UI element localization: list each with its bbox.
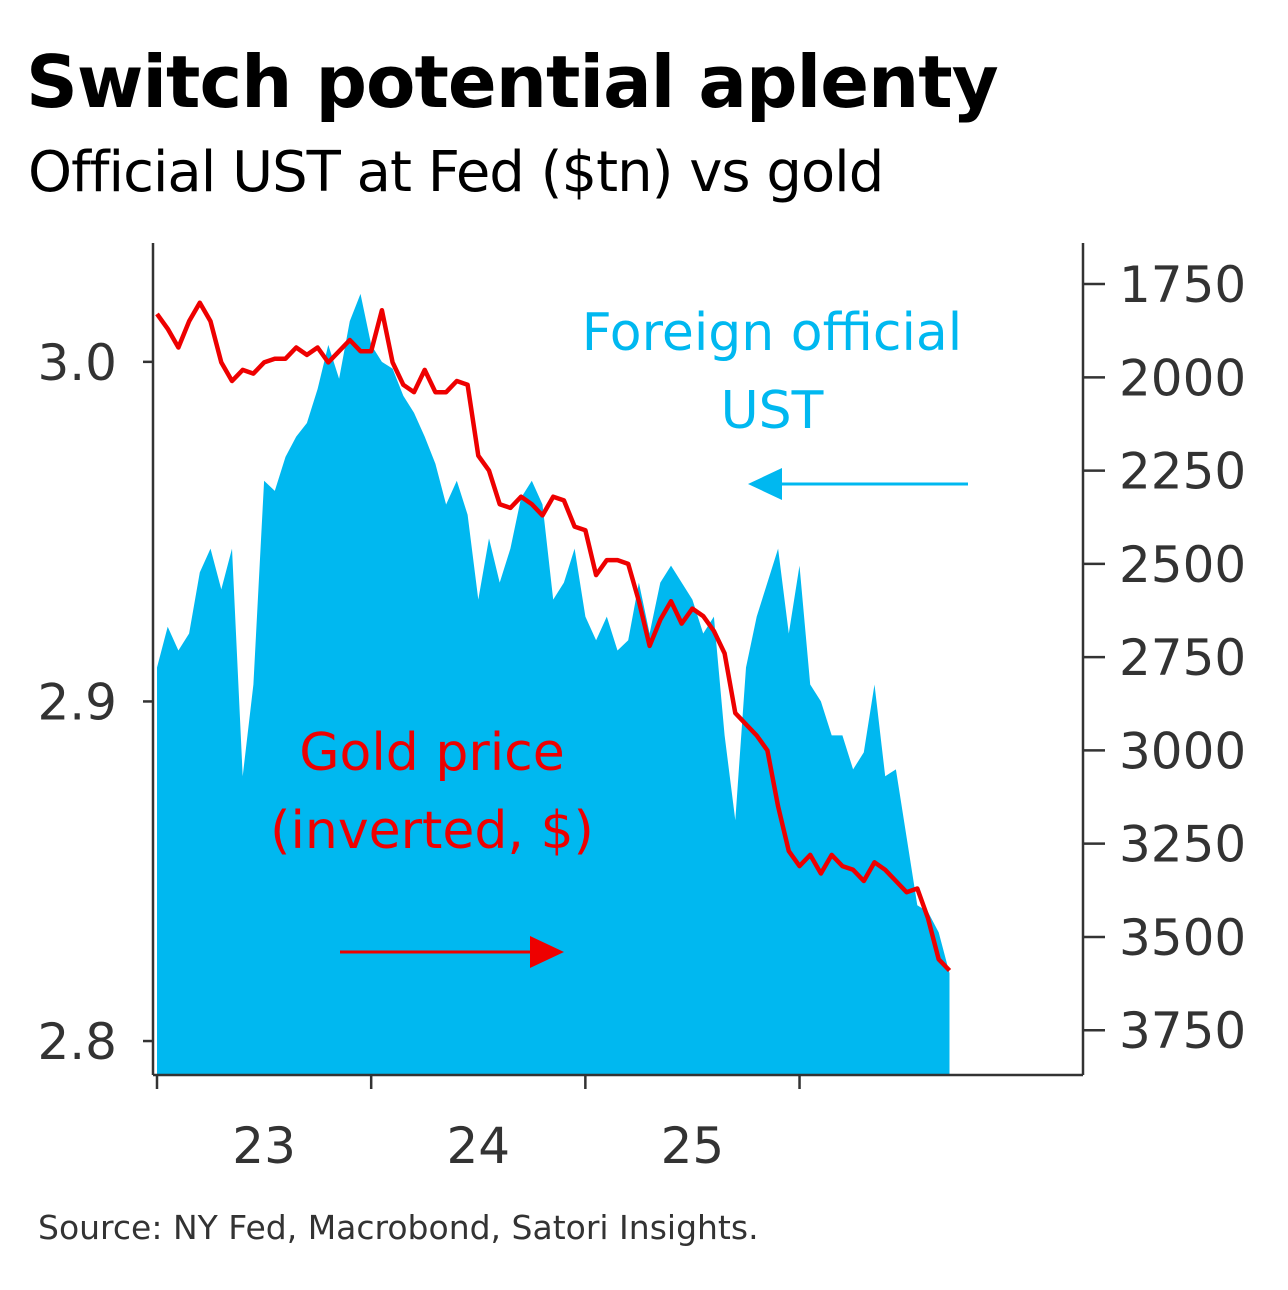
right-arrow-icon	[340, 936, 564, 968]
ust-area	[157, 293, 950, 1075]
left-tick-label: 3.0	[37, 334, 117, 392]
left-arrow-icon	[748, 468, 968, 500]
right-tick-label: 3750	[1119, 1002, 1246, 1060]
gold-line	[155, 300, 952, 973]
chart-title: Switch potential aplenty	[26, 40, 999, 124]
source-note: Source: NY Fed, Macrobond, Satori Insigh…	[38, 1208, 759, 1247]
left-tick-label: 2.9	[37, 673, 117, 731]
right-tick-label: 3250	[1119, 816, 1246, 874]
chart-canvas: 3.0 2.9 2.8 1750 2000 2250 2500 2750 3000 3250 350…	[37, 243, 1246, 1175]
gold-annotation-line2: (inverted, $)	[270, 801, 594, 861]
right-tick-label: 2500	[1119, 536, 1246, 594]
gold-annotation-line1: Gold price	[299, 723, 565, 783]
right-tick-label: 3000	[1119, 722, 1246, 780]
right-tick-label: 2250	[1119, 443, 1246, 501]
ust-annotation-line2: UST	[721, 381, 824, 441]
gold-line-layer	[155, 300, 952, 973]
ust-area-layer	[157, 293, 950, 1075]
right-tick-label: 1750	[1119, 256, 1246, 314]
x-tick-label: 24	[446, 1117, 510, 1175]
ticks-layer: 3.0 2.9 2.8 1750 2000 2250 2500 2750 3000 3250 350…	[37, 256, 1246, 1175]
x-tick-label: 25	[661, 1117, 725, 1175]
x-tick-label: 23	[232, 1117, 296, 1175]
right-tick-label: 3500	[1119, 909, 1246, 967]
right-tick-label: 2750	[1119, 629, 1246, 687]
annotations-layer: Foreign official UST Gold price (inverte…	[270, 303, 968, 968]
ust-annotation-line1: Foreign official	[582, 303, 962, 363]
left-tick-label: 2.8	[37, 1013, 117, 1071]
right-tick-label: 2000	[1119, 349, 1246, 407]
chart-subtitle: Official UST at Fed ($tn) vs gold	[28, 140, 884, 205]
